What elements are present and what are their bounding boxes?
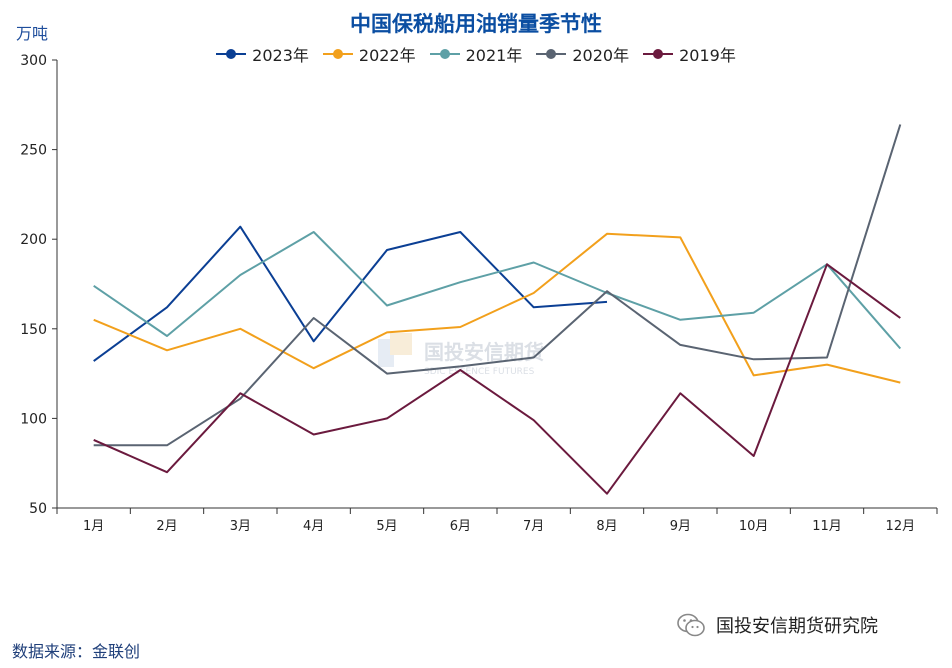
legend-swatch xyxy=(429,47,460,61)
legend-label: 2021年 xyxy=(465,46,523,65)
series-line-2019年 xyxy=(93,263,901,495)
x-tick-label: 4月 xyxy=(303,519,324,534)
y-tick-label: 100 xyxy=(20,411,47,427)
y-tick-label: 150 xyxy=(20,322,47,338)
legend-swatch xyxy=(643,47,674,61)
x-tick-label: 8月 xyxy=(596,519,617,534)
y-tick-label: 300 xyxy=(20,53,47,69)
x-tick-label: 11月 xyxy=(812,519,842,534)
legend-item: 2019年 xyxy=(643,42,736,66)
series-line-2023年 xyxy=(93,225,608,362)
wechat-icon xyxy=(677,613,705,637)
legend-label: 2023年 xyxy=(252,46,309,65)
legend-item: 2023年 xyxy=(216,42,309,66)
x-tick-label: 9月 xyxy=(670,519,691,534)
series-line-2022年 xyxy=(93,232,901,384)
brand-label: 国投安信期货研究院 xyxy=(716,616,878,637)
x-tick-label: 3月 xyxy=(230,519,251,534)
legend-swatch xyxy=(322,47,353,61)
legend-item: 2020年 xyxy=(536,42,629,66)
x-tick-label: 6月 xyxy=(450,519,471,534)
y-tick-label: 250 xyxy=(20,143,47,159)
x-tick-label: 12月 xyxy=(886,519,916,534)
y-unit-label: 万吨 xyxy=(16,24,49,43)
y-tick-label: 200 xyxy=(20,232,47,248)
legend-label: 2020年 xyxy=(572,46,630,65)
source-note: 数据来源：金联创 xyxy=(12,642,141,661)
x-tick-label: 2月 xyxy=(156,519,177,534)
y-tick-label: 50 xyxy=(29,501,47,517)
legend-label: 2022年 xyxy=(358,46,416,65)
watermark-subtext: SDIC ESSENCE FUTURES xyxy=(424,367,535,377)
legend-label: 2019年 xyxy=(679,46,736,65)
series-line-2021年 xyxy=(93,231,902,350)
series-line-2020年 xyxy=(93,124,902,447)
legend-swatch xyxy=(536,47,567,61)
watermark: 国投安信期货 SDIC ESSENCE FUTURES xyxy=(378,333,544,377)
legend-item: 2022年 xyxy=(322,42,416,66)
x-tick-label: 1月 xyxy=(83,519,104,534)
chart-legend: 2023年 2022年 2021年 2020年 2019年 xyxy=(0,42,952,66)
legend-swatch xyxy=(216,47,247,61)
x-tick-label: 10月 xyxy=(739,519,769,534)
brand-footer: 国投安信期货研究院 xyxy=(676,612,878,638)
chart-title: 中国保税船用油销量季节性 xyxy=(350,12,602,36)
x-tick-label: 7月 xyxy=(523,519,544,534)
x-tick-label: 5月 xyxy=(376,519,397,534)
legend-item: 2021年 xyxy=(429,42,523,66)
watermark-logo-icon xyxy=(378,333,412,367)
